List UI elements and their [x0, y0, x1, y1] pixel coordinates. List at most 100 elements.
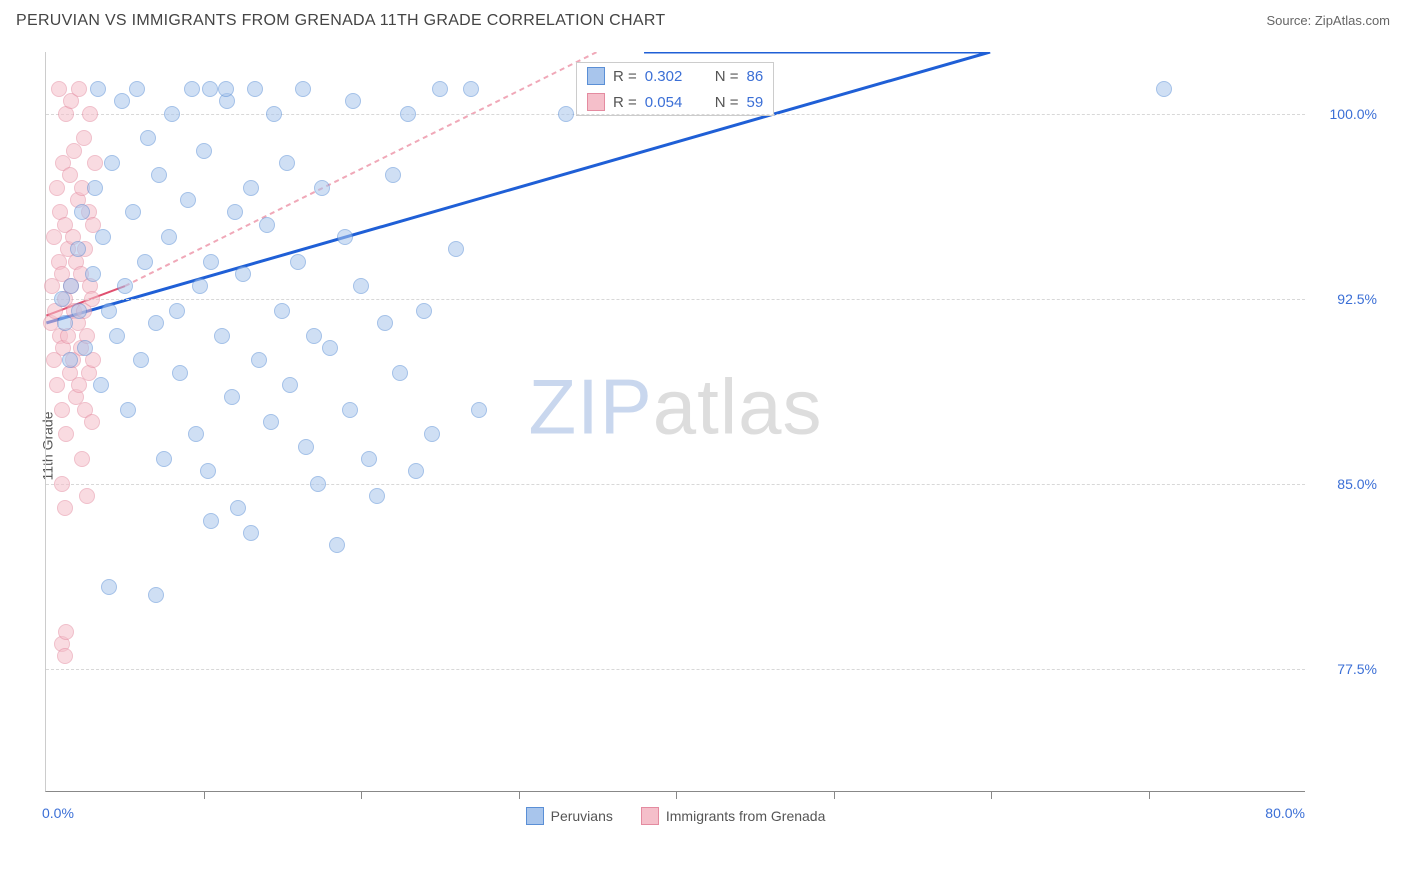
data-point — [432, 81, 448, 97]
data-point — [263, 414, 279, 430]
data-point — [282, 377, 298, 393]
plot-area: ZIPatlas R = 0.302 N = 86 R = 0.054 N = … — [45, 52, 1305, 792]
data-point — [79, 488, 95, 504]
data-point — [57, 315, 73, 331]
legend-r-label: R = — [613, 94, 637, 111]
data-point — [57, 648, 73, 664]
data-point — [184, 81, 200, 97]
data-point — [471, 402, 487, 418]
data-point — [203, 254, 219, 270]
data-point — [247, 81, 263, 97]
data-point — [114, 93, 130, 109]
data-point — [306, 328, 322, 344]
chart-container: 11th Grade ZIPatlas R = 0.302 N = 86 R =… — [45, 52, 1385, 840]
data-point — [71, 81, 87, 97]
data-point — [101, 303, 117, 319]
data-point — [353, 278, 369, 294]
data-point — [140, 130, 156, 146]
data-point — [227, 204, 243, 220]
data-point — [392, 365, 408, 381]
data-point — [314, 180, 330, 196]
series-legend-item-peruvians: Peruvians — [526, 807, 613, 825]
legend-r-value-grenada: 0.054 — [645, 94, 701, 111]
legend-n-value-grenada: 59 — [747, 94, 764, 111]
data-point — [164, 106, 180, 122]
data-point — [54, 476, 70, 492]
data-point — [369, 488, 385, 504]
correlation-legend-row-peruvians: R = 0.302 N = 86 — [577, 63, 773, 89]
chart-header: PERUVIAN VS IMMIGRANTS FROM GRENADA 11TH… — [0, 0, 1406, 38]
data-point — [62, 167, 78, 183]
data-point — [230, 500, 246, 516]
data-point — [251, 352, 267, 368]
x-tick — [519, 791, 520, 799]
y-tick-label: 77.5% — [1317, 661, 1377, 677]
data-point — [224, 389, 240, 405]
legend-n-label: N = — [715, 94, 739, 111]
data-point — [51, 81, 67, 97]
gridline — [46, 299, 1305, 300]
data-point — [46, 229, 62, 245]
correlation-legend: R = 0.302 N = 86 R = 0.054 N = 59 — [576, 62, 774, 116]
series-legend-label: Immigrants from Grenada — [666, 808, 826, 824]
data-point — [120, 402, 136, 418]
chart-source: Source: ZipAtlas.com — [1266, 13, 1390, 28]
data-point — [1156, 81, 1172, 97]
watermark-part1: ZIP — [528, 362, 652, 450]
x-tick — [834, 791, 835, 799]
data-point — [203, 513, 219, 529]
data-point — [70, 241, 86, 257]
data-point — [192, 278, 208, 294]
data-point — [200, 463, 216, 479]
data-point — [54, 402, 70, 418]
data-point — [90, 81, 106, 97]
data-point — [172, 365, 188, 381]
data-point — [342, 402, 358, 418]
data-point — [85, 266, 101, 282]
data-point — [62, 352, 78, 368]
legend-r-value-peruvians: 0.302 — [645, 68, 701, 85]
data-point — [558, 106, 574, 122]
data-point — [93, 377, 109, 393]
y-tick-label: 100.0% — [1317, 106, 1377, 122]
chart-title: PERUVIAN VS IMMIGRANTS FROM GRENADA 11TH… — [16, 12, 666, 30]
data-point — [188, 426, 204, 442]
data-point — [463, 81, 479, 97]
data-point — [295, 81, 311, 97]
data-point — [235, 266, 251, 282]
data-point — [279, 155, 295, 171]
data-point — [274, 303, 290, 319]
watermark: ZIPatlas — [528, 361, 822, 452]
data-point — [310, 476, 326, 492]
data-point — [361, 451, 377, 467]
data-point — [104, 155, 120, 171]
data-point — [298, 439, 314, 455]
data-point — [400, 106, 416, 122]
data-point — [424, 426, 440, 442]
data-point — [57, 500, 73, 516]
data-point — [180, 192, 196, 208]
series-legend-item-grenada: Immigrants from Grenada — [641, 807, 826, 825]
data-point — [169, 303, 185, 319]
data-point — [58, 624, 74, 640]
data-point — [49, 180, 65, 196]
data-point — [416, 303, 432, 319]
data-point — [109, 328, 125, 344]
x-tick — [361, 791, 362, 799]
data-point — [202, 81, 218, 97]
legend-n-value-peruvians: 86 — [747, 68, 764, 85]
data-point — [214, 328, 230, 344]
trend-lines-layer — [46, 52, 1305, 791]
data-point — [322, 340, 338, 356]
data-point — [337, 229, 353, 245]
data-point — [259, 217, 275, 233]
data-point — [125, 204, 141, 220]
data-point — [87, 180, 103, 196]
data-point — [408, 463, 424, 479]
data-point — [161, 229, 177, 245]
y-tick-label: 92.5% — [1317, 291, 1377, 307]
data-point — [133, 352, 149, 368]
gridline — [46, 669, 1305, 670]
data-point — [129, 81, 145, 97]
data-point — [218, 81, 234, 97]
